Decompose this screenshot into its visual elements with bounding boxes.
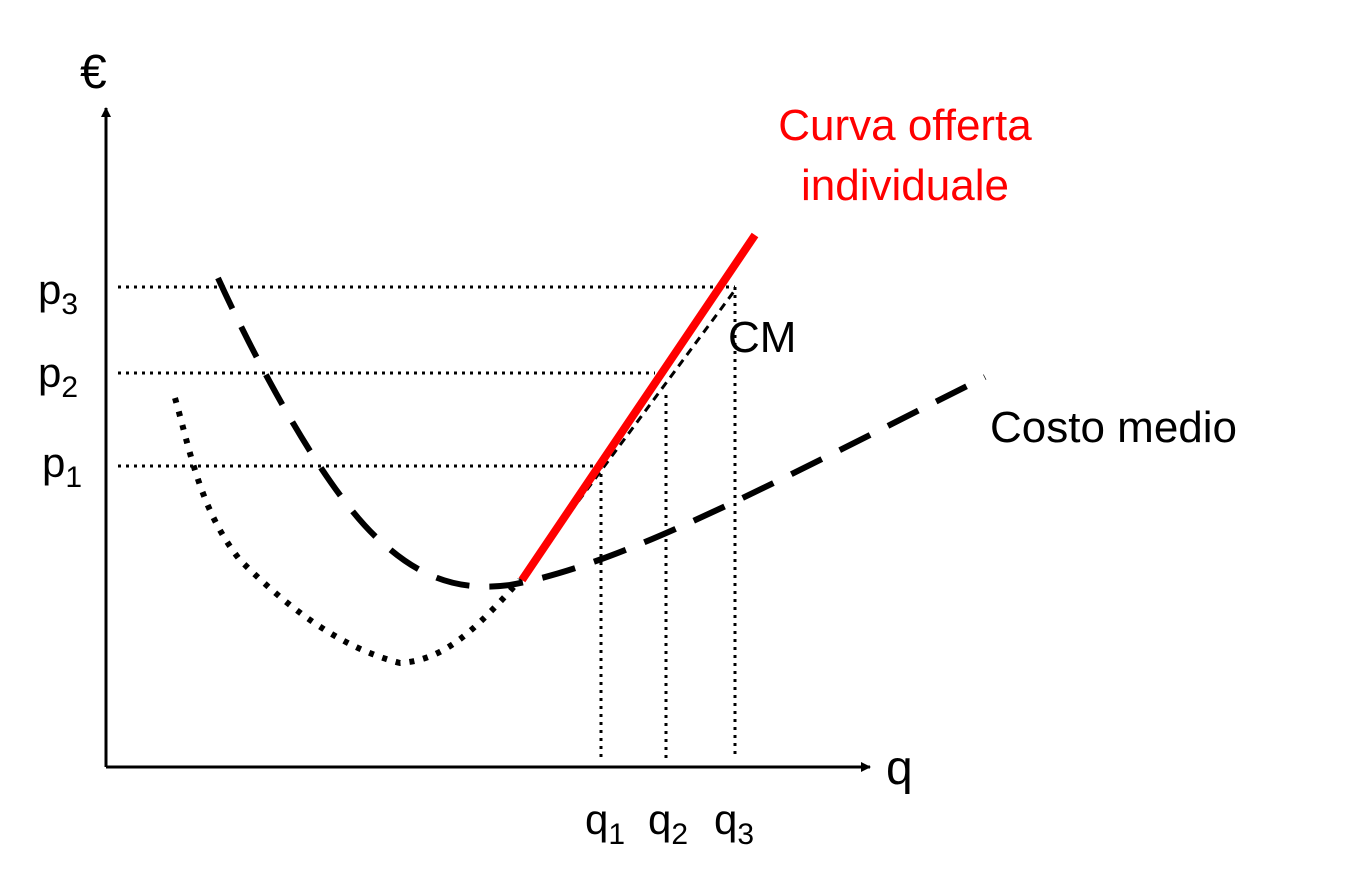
average-variable-cost-curve (172, 397, 523, 667)
quantity-guides (599, 287, 737, 758)
supply-label-line1: Curva offerta (778, 101, 1032, 150)
quantity-labels: q1 q2 q3 (585, 796, 754, 851)
price-label-p1: p1 (42, 439, 82, 494)
average-cost-curve (215, 276, 987, 590)
average-cost-label: Costo medio (990, 403, 1237, 452)
y-axis-symbol: € (80, 46, 107, 99)
price-label-p3: p3 (38, 266, 78, 321)
x-axis-symbol: q (886, 742, 913, 795)
quantity-label-q2: q2 (648, 796, 688, 851)
marginal-cost-label: CM (728, 313, 796, 362)
supply-label-line2: individuale (801, 161, 1009, 210)
quantity-label-q3: q3 (714, 796, 754, 851)
price-label-p2: p2 (38, 349, 78, 404)
price-guides (118, 285, 735, 468)
price-labels: p3 p2 p1 (38, 266, 82, 494)
supply-curve (518, 232, 759, 583)
quantity-label-q1: q1 (585, 796, 625, 851)
